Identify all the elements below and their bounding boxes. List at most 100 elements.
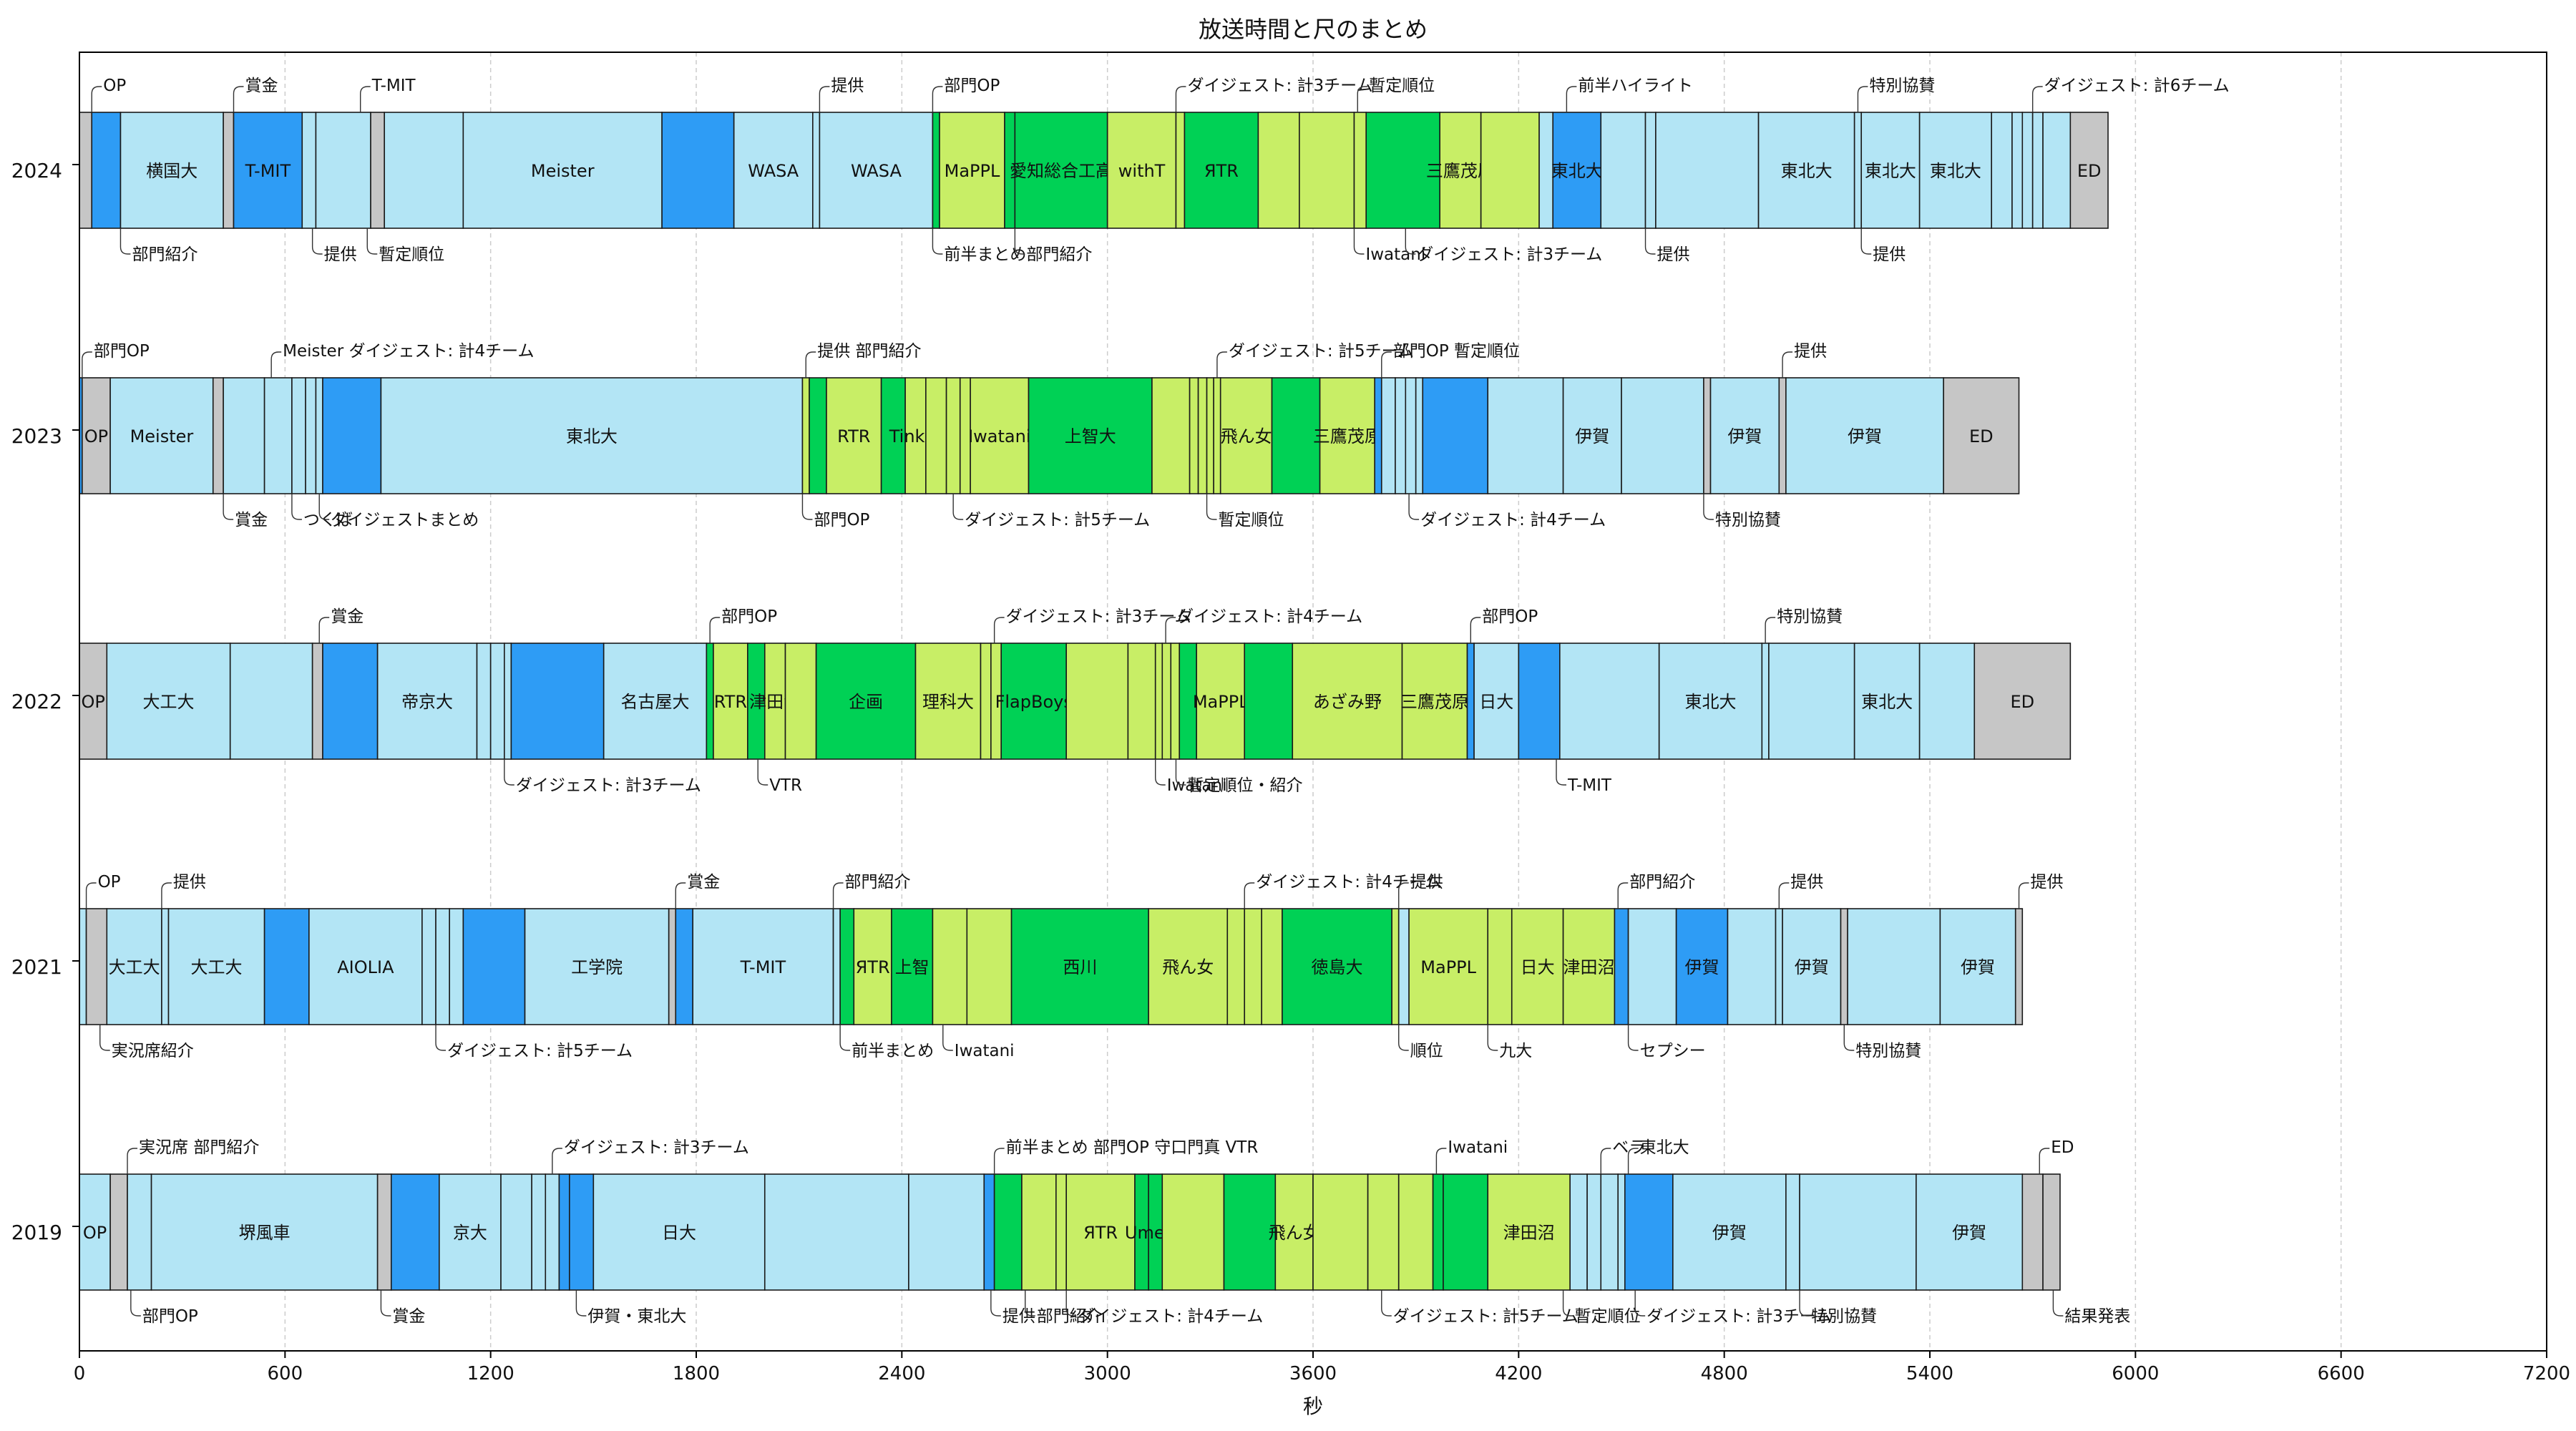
annotation-label: ダイジェスト: 計5チーム	[447, 1042, 633, 1060]
annotation-label: 賞金	[245, 77, 278, 95]
timeline-segment	[1757, 112, 1855, 229]
timeline-segment	[819, 112, 934, 229]
annotation-label: ダイジェスト: 計6チーム	[2044, 77, 2230, 95]
timeline-segment	[1840, 908, 1848, 1025]
annotation-label: 提供	[1410, 873, 1443, 892]
timeline-segment	[1055, 1173, 1068, 1291]
timeline-segment	[993, 1173, 1023, 1291]
timeline-segment	[1219, 377, 1273, 494]
annotation-leader	[2039, 1148, 2050, 1174]
annotation-label: Iwatani	[955, 1042, 1015, 1060]
annotation-leader	[1398, 882, 1409, 909]
timeline-segment	[1106, 112, 1177, 229]
segment-label: 愛知総合工高	[1010, 161, 1113, 181]
timeline-segment	[1213, 377, 1221, 494]
timeline-segment	[1000, 643, 1067, 760]
segment-label: 東北大	[1685, 692, 1737, 712]
timeline-segment	[1415, 377, 1424, 494]
segment-label: 上智大	[1065, 426, 1116, 446]
timeline-segment	[2042, 1173, 2061, 1291]
annotation-label: 特別協賛	[1811, 1307, 1877, 1326]
annotation-leader	[233, 86, 244, 112]
x-tick-label: 0	[74, 1363, 86, 1384]
annotation-leader	[1857, 86, 1868, 112]
segment-label: 企画	[849, 692, 883, 712]
segment-label: RTR	[837, 426, 870, 446]
segment-label: 京大	[453, 1223, 487, 1243]
timeline-segment	[1353, 112, 1367, 229]
timeline-segment	[1617, 1173, 1626, 1291]
segment-label: MaPPL	[1420, 957, 1476, 977]
timeline-segment	[880, 377, 906, 494]
annotation-label: ダイジェスト: 計4チーム	[1256, 873, 1441, 892]
timeline-segment	[2021, 1173, 2044, 1291]
timeline-segment	[161, 908, 170, 1025]
timeline-segment	[945, 377, 961, 494]
timeline-segment	[1197, 377, 1208, 494]
annotation-label: 暫定順位	[1369, 77, 1435, 95]
timeline-row-2019: 2019 OP 堺風車 京大 日大 ЯTR Umeda 飛ん女 津田沼 伊賀 伊賀実況席 部門紹介ダ…	[11, 1138, 2131, 1326]
y-tick-label: 2024	[11, 159, 62, 182]
annotation-label: ダイジェスト: 計4チーム	[1177, 607, 1362, 626]
annotation-leader	[161, 882, 172, 909]
timeline-segment	[322, 643, 379, 760]
annotation-label: 暫定順位・紹介	[1187, 776, 1302, 795]
timeline-segment	[692, 908, 834, 1025]
timeline-segment	[489, 643, 505, 760]
segment-label: 飛ん女	[1221, 426, 1272, 446]
timeline-segment	[1196, 643, 1246, 760]
annotation-leader	[2018, 882, 2029, 909]
timeline-segment	[1644, 112, 1657, 229]
annotation-leader	[1398, 1025, 1409, 1051]
timeline-segment	[1974, 643, 2072, 760]
segment-label: 伊賀	[1712, 1223, 1747, 1243]
annotation-leader	[1644, 228, 1656, 255]
annotation-label: 東北大	[1640, 1138, 1689, 1157]
annotation-leader	[942, 1025, 953, 1051]
annotation-leader	[990, 1290, 1001, 1317]
annotation-label: 暫定順位	[1219, 511, 1284, 529]
segment-label: OP	[84, 426, 108, 446]
segment-label: 東北大	[1781, 161, 1833, 181]
annotation-leader	[1025, 1290, 1035, 1317]
segment-label: T-MIT	[740, 957, 786, 977]
annotation-label: 前半まとめ	[944, 245, 1026, 264]
annotation-leader	[1634, 1290, 1646, 1317]
timeline-segment	[1401, 643, 1468, 760]
annotation-leader	[91, 86, 102, 112]
annotation-leader	[805, 351, 816, 378]
annotation-leader	[1703, 494, 1714, 520]
timeline-segment	[1703, 377, 1712, 494]
timeline-row-2024: 2024 横国大 T-MIT Meister WASA WASA MaPPL 愛知総合工高 wi…	[11, 77, 2230, 264]
timeline-segment	[1065, 1173, 1136, 1291]
annotation-label: ダイジェスト: 計3チーム	[516, 776, 701, 795]
annotation-leader	[1487, 1025, 1498, 1051]
timeline-segment	[421, 908, 436, 1025]
timeline-segment	[1206, 377, 1214, 494]
segment-label: 伊賀	[1575, 426, 1609, 446]
annotation-label: 賞金	[687, 873, 720, 892]
annotation-label: Iwatani	[1448, 1138, 1508, 1157]
segment-label: 日大	[1521, 957, 1555, 977]
segment-label: 東北大	[1930, 161, 1981, 181]
annotation-label: ダイジェスト: 計5チーム	[1229, 342, 1414, 361]
timeline-segment	[661, 112, 735, 229]
x-tick-label: 6600	[2318, 1363, 2365, 1384]
timeline-segment	[1367, 1173, 1400, 1291]
annotation-label: 特別協賛	[1869, 77, 1935, 95]
timeline-segment	[569, 1173, 595, 1291]
annotation-leader	[291, 494, 302, 520]
annotation-label: Meister ダイジェスト: 計4チーム	[283, 342, 534, 361]
annotation-label: ダイジェスト: 計4チーム	[1078, 1307, 1263, 1326]
timeline-segment	[263, 377, 293, 494]
timeline-segment	[380, 377, 804, 494]
timeline-segment	[223, 112, 235, 229]
annotation-label: 結果発表	[2064, 1307, 2130, 1326]
annotation-leader	[1357, 86, 1368, 112]
timeline-segment	[376, 643, 478, 760]
annotation-leader	[1778, 882, 1790, 909]
timeline-segment	[1151, 377, 1191, 494]
annotation-label: T-MIT	[1567, 776, 1612, 795]
segment-label: MaPPL	[945, 161, 1000, 181]
annotation-leader	[318, 494, 330, 520]
